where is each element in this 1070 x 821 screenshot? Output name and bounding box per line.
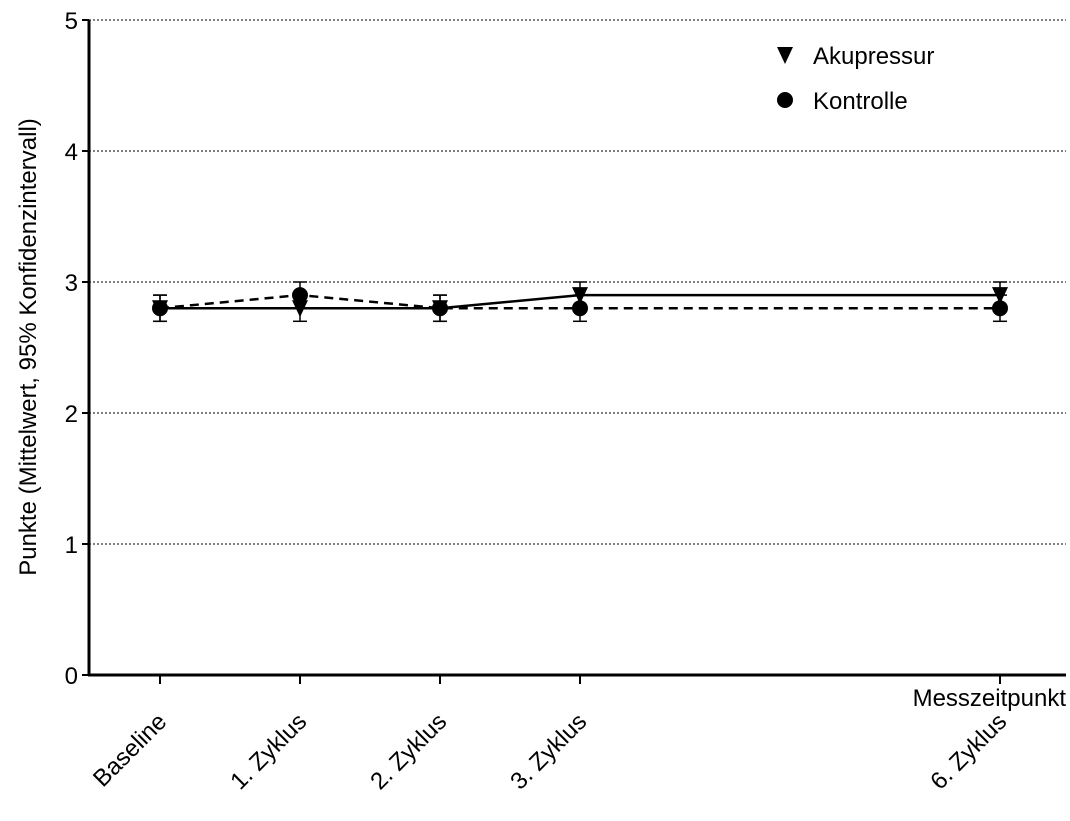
y-tick-label: 5 — [65, 8, 78, 35]
x-tick-label: 1. Zyklus — [225, 708, 312, 795]
legend-label-kontrolle: Kontrolle — [813, 88, 908, 115]
x-tick-label: Baseline — [88, 708, 172, 792]
x-tick-label: 6. Zyklus — [925, 708, 1012, 795]
legend-marker-kontrolle — [777, 92, 793, 108]
legend-label-akupressur: Akupressur — [813, 43, 934, 70]
x-tick-label: 2. Zyklus — [365, 708, 452, 795]
y-tick-label: 4 — [65, 139, 78, 166]
y-tick-label: 1 — [65, 532, 78, 559]
x-axis-label: Messzeitpunkt — [913, 685, 1067, 712]
axes: 0 1 2 3 4 5 Baseline 1. Zyklus 2. Zyklus 3. Zyklu… — [65, 8, 1066, 795]
series-line-kontrolle — [159, 293, 1000, 310]
data-point-kontrolle — [992, 300, 1008, 317]
series-layer — [152, 281, 1008, 323]
data-point-kontrolle — [152, 300, 168, 317]
data-point-kontrolle — [572, 300, 588, 317]
legend: Akupressur Kontrolle — [777, 43, 934, 115]
data-point-kontrolle — [432, 300, 448, 317]
y-axis-label: Punkte (Mittelwert, 95% Konfidenzinterva… — [15, 118, 42, 576]
x-tick-label: 3. Zyklus — [505, 708, 592, 795]
legend-marker-akupressur — [777, 47, 793, 64]
data-point-kontrolle — [292, 287, 308, 304]
y-tick-label: 2 — [65, 401, 78, 428]
y-tick-label: 0 — [65, 663, 78, 690]
y-tick-label: 3 — [65, 270, 78, 297]
